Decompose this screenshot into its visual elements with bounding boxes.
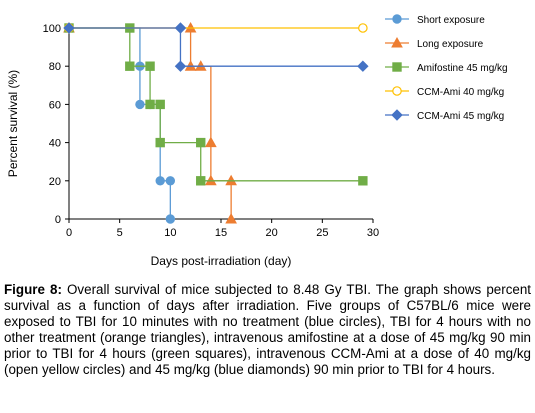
data-point-ccm-ami-45-mg-kg: [357, 60, 369, 72]
legend-marker-ccm-ami-40-mg-kg: [392, 86, 402, 96]
data-point-amifostine-45-mg-kg: [125, 61, 135, 71]
data-point-amifostine-45-mg-kg: [145, 99, 155, 110]
legend-label-long-exposure: Long exposure: [417, 39, 484, 50]
y-tick-label: 60: [49, 99, 61, 111]
legend-label-ccm-ami-40-mg-kg: CCM-Ami 40 mg/kg: [417, 87, 504, 98]
data-point-short-exposure: [155, 176, 165, 186]
x-tick-label: 0: [66, 227, 72, 239]
x-tick-label: 25: [316, 227, 328, 239]
y-tick-label: 0: [55, 214, 61, 226]
y-tick-label: 40: [49, 138, 61, 150]
data-point-amifostine-45-mg-kg: [155, 99, 165, 110]
legend-marker-amifostine-45-mg-kg: [392, 62, 402, 72]
data-point-ccm-ami-45-mg-kg: [63, 22, 75, 34]
x-tick-label: 5: [117, 227, 123, 239]
survival-chart: 0 5 10 15 20 25 30 0 20 40 60 80 100 Days post-irradi…: [6, 14, 508, 268]
series-line-amifostine-45-mg-kg: [69, 27, 363, 182]
series-line-short-exposure: [69, 27, 171, 219]
series-line-long-exposure: [69, 27, 232, 219]
y-tick-label: 20: [49, 176, 61, 188]
data-point-ccm-ami-45-mg-kg: [174, 22, 187, 34]
data-point-ccm-ami-45-mg-kg: [174, 60, 187, 72]
x-tick-label: 15: [215, 227, 227, 239]
legend-label-ccm-ami-45-mg-kg: CCM-Ami 45 mg/kg: [417, 111, 504, 122]
data-point-short-exposure: [165, 176, 176, 186]
data-point-amifostine-45-mg-kg: [155, 137, 165, 148]
survival-chart-svg: 0 5 10 15 20 25 30 0 20 40 60 80 100 Days post-irradi…: [6, 14, 508, 268]
data-point-amifostine-45-mg-kg: [145, 61, 155, 71]
y-axis-label: Percent survival (%): [6, 70, 20, 177]
legend-label-amifostine-45-mg-kg: Amifostine 45 mg/kg: [417, 63, 508, 74]
x-axis-label: Days post-irradiation (day): [151, 254, 292, 268]
data-point-ccm-ami-40-mg-kg: [358, 23, 368, 33]
data-point-long-exposure: [205, 136, 217, 148]
data-point-short-exposure: [135, 99, 145, 110]
x-tick-label: 10: [164, 227, 176, 239]
y-tick-label: 80: [49, 61, 61, 73]
caption-text: Overall survival of mice subjected to 8.…: [4, 282, 532, 377]
legend-marker-short-exposure: [392, 14, 402, 24]
y-tick-label: 100: [43, 23, 61, 35]
legend-marker-ccm-ami-45-mg-kg: [391, 109, 403, 121]
legend-label-short-exposure: Short exposure: [417, 15, 485, 26]
data-point-amifostine-45-mg-kg: [196, 137, 206, 148]
x-tick-label: 30: [367, 227, 379, 239]
data-point-long-exposure: [225, 212, 237, 224]
series-line-ccm-ami-45-mg-kg: [69, 27, 363, 67]
figure-caption: Figure 8: Overall survival of mice subje…: [4, 282, 531, 378]
legend-marker-long-exposure: [391, 36, 403, 48]
data-point-short-exposure: [165, 214, 176, 224]
caption-label: Figure 8:: [4, 282, 62, 297]
x-tick-label: 20: [266, 227, 278, 239]
data-point-amifostine-45-mg-kg: [358, 176, 368, 186]
data-point-amifostine-45-mg-kg: [196, 176, 206, 186]
